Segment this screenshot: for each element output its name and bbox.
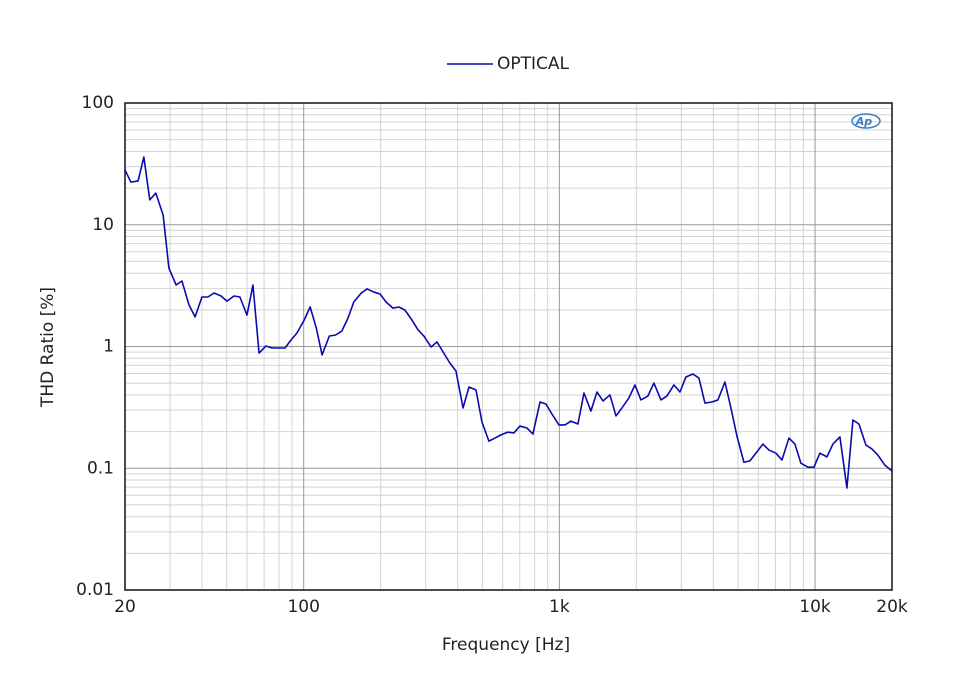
x-tick-label: 100 bbox=[287, 597, 319, 617]
x-tick-label: 20k bbox=[876, 597, 908, 617]
y-tick-label: 10 bbox=[92, 215, 114, 235]
plot-frame bbox=[124, 102, 893, 591]
legend-label: OPTICAL bbox=[497, 54, 570, 74]
x-tick-label: 10k bbox=[799, 597, 831, 617]
y-axis-label: THD Ratio [%] bbox=[38, 287, 58, 408]
data-line bbox=[124, 156, 893, 489]
logo-text: Ap bbox=[855, 115, 873, 128]
y-tick-label: 0.01 bbox=[76, 580, 114, 600]
x-axis-label: Frequency [Hz] bbox=[442, 635, 570, 655]
x-tick-label: 20 bbox=[114, 597, 136, 617]
y-tick-label: 100 bbox=[82, 93, 114, 113]
logo-ring bbox=[851, 113, 881, 129]
y-tick-label: 0.1 bbox=[87, 458, 114, 478]
logo: Ap bbox=[851, 113, 881, 129]
x-tick-label: 1k bbox=[549, 597, 570, 617]
y-tick-label: 1 bbox=[103, 337, 114, 357]
